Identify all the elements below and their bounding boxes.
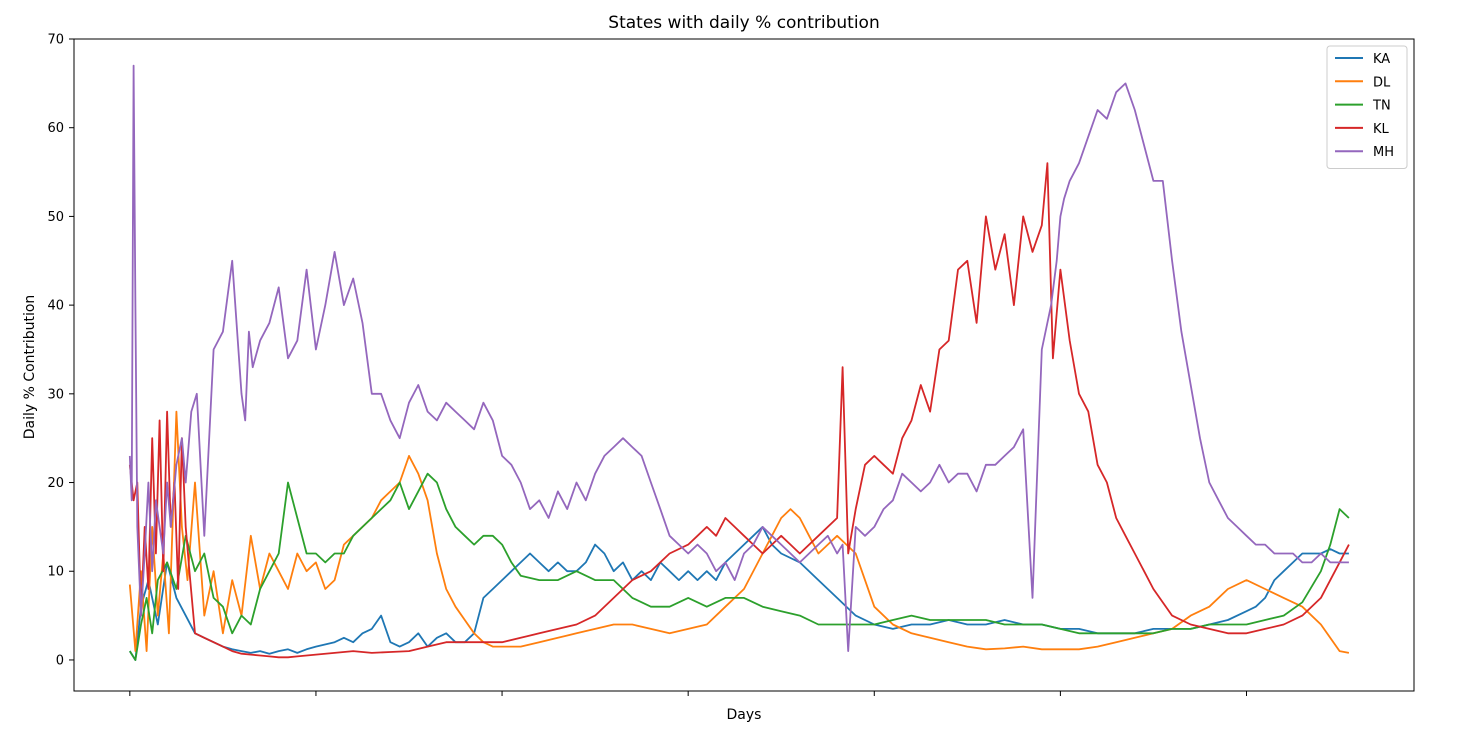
plot-frame [73, 38, 1415, 692]
series-line-tn [129, 472, 1350, 661]
y-tick-label: 70 [47, 33, 64, 48]
x-axis-label: Days [727, 707, 762, 723]
series-line-kl [128, 162, 1350, 659]
legend-label-mh: MH [1373, 145, 1394, 160]
legend-label-kl: KL [1373, 122, 1390, 137]
y-tick-label: 60 [47, 121, 64, 136]
legend: KA DL TN KL MH [1326, 45, 1408, 169]
series-layer [128, 64, 1350, 661]
series-line-mh [128, 64, 1349, 652]
y-tick-label: 0 [56, 653, 64, 668]
y-axis-label: Daily % Contribution [22, 295, 38, 440]
y-tick-label: 50 [47, 210, 64, 225]
y-tick-label: 30 [47, 387, 64, 402]
legend-label-dl: DL [1373, 75, 1391, 90]
legend-box [1326, 45, 1408, 169]
chart-title: States with daily % contribution [608, 13, 879, 33]
axes-layer: 0 10 20 30 40 50 60 70 [47, 33, 1415, 696]
legend-label-tn: TN [1372, 99, 1391, 114]
legend-label-ka: KA [1373, 52, 1390, 67]
y-tick-label: 10 [47, 565, 64, 580]
y-tick-label: 20 [47, 476, 64, 491]
y-tick-label: 40 [47, 299, 64, 314]
